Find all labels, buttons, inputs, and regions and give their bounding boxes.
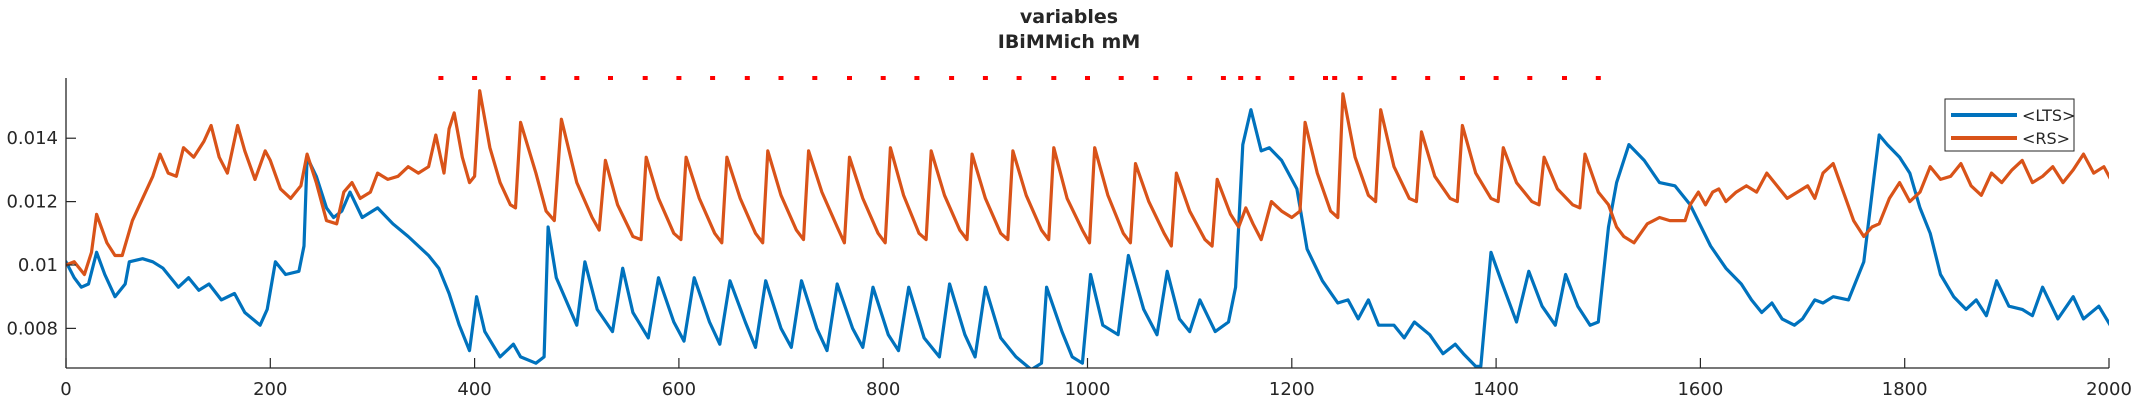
event-marker [540,76,546,80]
event-marker [1255,76,1261,80]
x-tick-label: 1600 [1677,379,1723,400]
event-marker [505,76,511,80]
event-marker [1238,76,1244,80]
event-marker [1289,76,1295,80]
event-marker [574,76,580,80]
event-marker [676,76,682,80]
event-marker [1051,76,1057,80]
event-marker [608,76,613,80]
event-marker [982,76,988,80]
x-tick-label: 2000 [2086,379,2132,400]
event-marker [1118,76,1124,80]
legend-box [1944,98,2075,152]
x-tick-label: 800 [866,379,900,400]
event-marker [914,76,920,80]
x-tick-label: 1400 [1473,379,1519,400]
event-marker [1459,76,1465,80]
y-tick-label: 0.012 [6,192,58,213]
event-marker [1595,76,1601,80]
event-marker [1357,76,1363,80]
legend: <LTS> <RS> [1944,98,2075,152]
event-marker [778,76,784,80]
x-tick-label: 1000 [1065,379,1111,400]
event-marker [438,76,444,80]
event-marker [1220,76,1226,80]
event-marker [1562,76,1567,80]
event-marker [710,76,716,80]
event-marker [1153,76,1159,80]
x-tick-label: 0 [60,379,71,400]
event-marker [1391,76,1397,80]
event-marker-layer [438,76,1601,80]
event-marker [812,76,818,80]
legend-label-lts: <LTS> [2022,106,2075,125]
event-marker [1187,76,1193,80]
x-tick-label: 600 [662,379,696,400]
event-marker [1323,76,1328,80]
event-marker [1527,76,1533,80]
series-layer [66,89,2109,368]
chart-subtitle: IBiMMich mM [998,31,1141,53]
legend-label-rs: <RS> [2022,129,2070,148]
event-marker [1493,76,1499,80]
chart-title: variables [1020,6,1118,28]
y-tick-label: 0.008 [6,318,58,339]
event-marker [949,76,955,80]
x-tick-label: 400 [457,379,491,400]
y-ticks: 0.008 0.01 0.012 0.014 [6,128,76,339]
event-marker [642,76,648,80]
event-marker [472,76,478,80]
event-marker [1085,76,1090,80]
event-marker [1332,76,1338,80]
series-line-rs [66,89,2109,277]
y-tick-label: 0.01 [18,255,58,276]
x-tick-label: 200 [253,379,287,400]
series-line-lts [66,108,2109,368]
x-tick-label: 1200 [1269,379,1315,400]
event-marker [847,76,852,80]
event-marker [880,76,886,80]
x-tick-label: 1800 [1882,379,1928,400]
x-ticks: 0 200 400 600 800 1000 1200 1400 1600 1800 2000 [60,358,2132,400]
event-marker [1425,76,1431,80]
y-tick-label: 0.014 [6,128,58,149]
event-marker [744,76,750,80]
event-marker [1016,76,1022,80]
